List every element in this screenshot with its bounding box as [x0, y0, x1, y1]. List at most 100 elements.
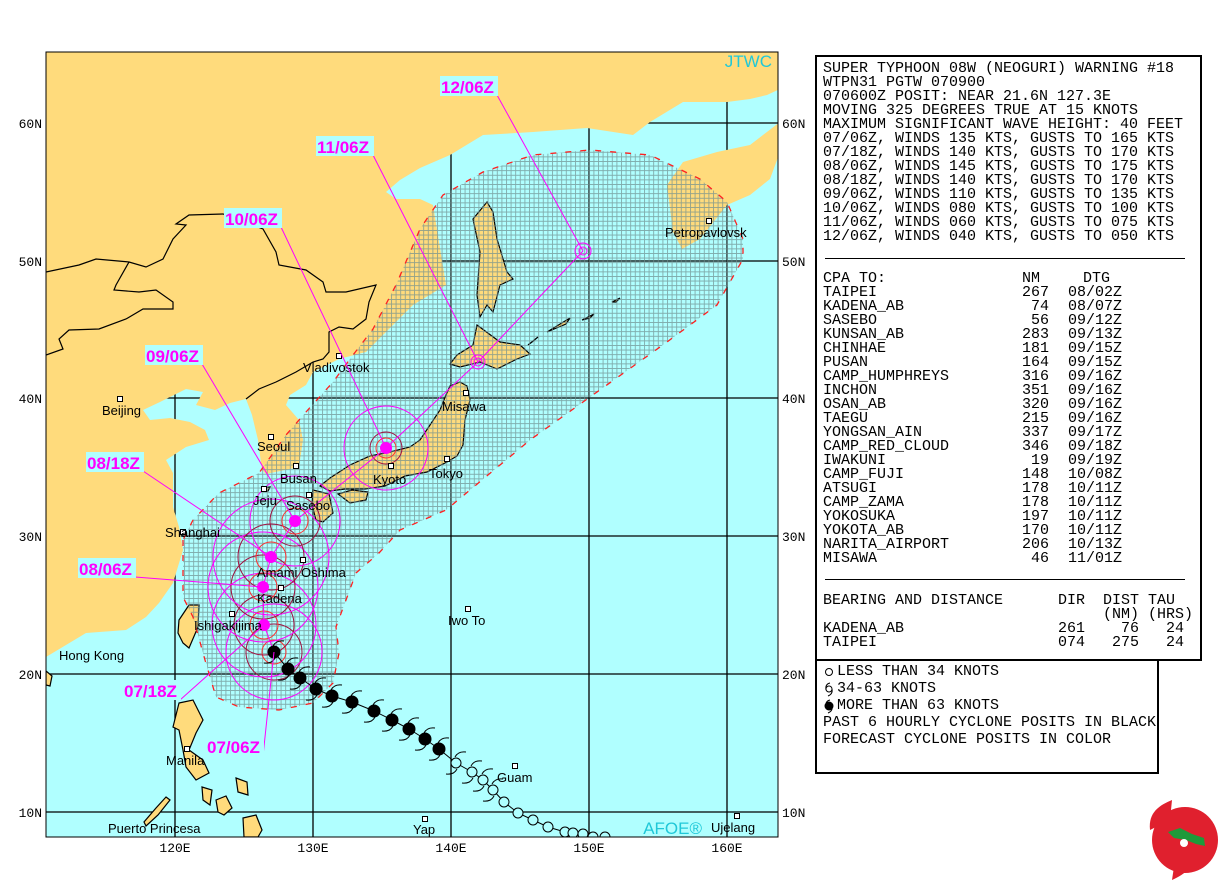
- place-label: Sasebo: [286, 498, 330, 513]
- forecast-intensity-line: 08/18Z, WINDS 140 KTS, GUSTS TO 170 KTS: [823, 172, 1175, 189]
- bearing-site: KADENA_AB: [823, 620, 905, 637]
- wind-radius-50kt: [369, 431, 403, 465]
- cpa-dtg: 08/02Z: [1068, 284, 1123, 301]
- place-label: Petropavlovsk: [665, 225, 747, 240]
- cpa-distance: 337: [1021, 424, 1049, 441]
- warning-line: SUPER TYPHOON 08W (NEOGURI) WARNING #18: [823, 60, 1175, 77]
- place-label: Manila: [166, 753, 205, 768]
- forecast-label-box: [440, 76, 498, 96]
- cpa-dtg: 10/11Z: [1068, 480, 1123, 497]
- logo-spiral-arm-top: [1149, 800, 1172, 830]
- cyclone-arm: [414, 744, 427, 751]
- legend-label: LESS THAN 34 KNOTS: [837, 663, 1000, 680]
- wind-radius-34kt: [343, 405, 429, 491]
- bearing-site: TAIPEI: [823, 634, 878, 651]
- forecast-intensity-line: 10/06Z, WINDS 080 KTS, GUSTS TO 100 KTS: [823, 200, 1175, 217]
- cpa-distance: 206: [1021, 536, 1049, 553]
- place-label: Beijing: [102, 403, 141, 418]
- cpa-site: YOKOSUKA: [823, 508, 896, 525]
- cyclone-arm: [482, 795, 495, 802]
- place-marker: [300, 557, 306, 563]
- cpa-site: IWAKUNI: [823, 452, 887, 469]
- place-marker: [422, 816, 428, 822]
- past-position-depression: [577, 828, 589, 837]
- cpa-dtg: 09/13Z: [1068, 326, 1123, 343]
- lat-label-left: 40N: [19, 392, 42, 407]
- forecast-label-leader: [280, 226, 387, 449]
- warning-line: WTPN31 PGTW 070900: [823, 74, 986, 91]
- lat-label-left: 20N: [19, 668, 42, 683]
- cpa-dtg: 09/16Z: [1068, 410, 1123, 427]
- forecast-label-box: [206, 736, 264, 756]
- place-marker: [184, 746, 190, 752]
- past-position-storm: [487, 784, 499, 796]
- forecast-label-box: [86, 452, 144, 472]
- forecast-intensity-line: 07/06Z, WINDS 135 KTS, GUSTS TO 165 KTS: [823, 130, 1175, 147]
- place-label: Iwo To: [448, 613, 485, 628]
- place-marker: [512, 763, 518, 769]
- cpa-header-nm: NM: [1022, 270, 1041, 287]
- bearing-distance: 76: [1120, 620, 1139, 637]
- place-marker: [261, 486, 267, 492]
- past-position-depression: [527, 814, 539, 826]
- cpa-site: KADENA_AB: [823, 298, 905, 315]
- lon-label: 160E: [711, 841, 742, 856]
- wind-radius-50kt: [233, 594, 295, 656]
- warning-panel: SUPER TYPHOON 08W (NEOGURI) WARNING #18 W…: [815, 55, 1202, 661]
- luzon: [172, 699, 210, 781]
- cpa-site: YONGSAN_AIN: [823, 424, 923, 441]
- past-track: [263, 640, 611, 837]
- past-position-typhoon: [402, 722, 416, 736]
- cyclone-arm: [289, 683, 302, 690]
- cyclone-arm: [277, 674, 290, 681]
- cpa-site: YOKOTA_AB: [823, 522, 905, 539]
- divider: [825, 579, 1185, 580]
- bearing-tau: 24: [1165, 634, 1184, 651]
- cyclone-arm: [445, 768, 458, 775]
- cyclone-arm: [272, 640, 285, 647]
- forecast-time-label: 12/06Z: [441, 78, 494, 97]
- cyclone-arm: [390, 708, 403, 715]
- lat-label-left: 50N: [19, 255, 42, 270]
- forecast-label-leader: [179, 624, 265, 701]
- cpa-dtg: 10/13Z: [1068, 536, 1123, 553]
- place-label: Amami Oshima: [257, 565, 347, 580]
- bearing-header-dist-unit: (NM): [1103, 606, 1140, 623]
- open-circle-icon: [825, 668, 833, 676]
- place-label: Busan: [280, 471, 317, 486]
- bearing-header-dir: DIR: [1058, 592, 1086, 609]
- forecast-label-leader: [142, 470, 272, 558]
- wind-radius-34kt: [225, 603, 323, 701]
- place-marker: [278, 585, 284, 591]
- cpa-dtg: 10/08Z: [1068, 466, 1123, 483]
- place-marker: [293, 463, 299, 469]
- cpa-distance: 178: [1021, 494, 1049, 511]
- wind-radius-64kt: [255, 541, 287, 573]
- warning-line: MOVING 325 DEGREES TRUE AT 15 KNOTS: [823, 102, 1139, 119]
- cpa-site: OSAN_AB: [823, 396, 887, 413]
- open-cyclone-icon: [825, 682, 833, 697]
- cpa-dtg: 09/15Z: [1068, 340, 1123, 357]
- cpa-distance: 178: [1021, 480, 1049, 497]
- cpa-site: CAMP_HUMPHREYS: [823, 368, 950, 385]
- place-label: Puerto Princesa: [108, 821, 201, 836]
- cyclone-arm: [321, 701, 334, 708]
- cpa-dtg: 09/12Z: [1068, 312, 1123, 329]
- cpa-distance: 164: [1021, 354, 1049, 371]
- cyclone-arm: [305, 694, 318, 701]
- place-label: Jeju: [253, 493, 277, 508]
- past-position-typhoon: [293, 671, 307, 685]
- jtwc-watermark: JTWC: [725, 52, 772, 71]
- forecast-danger-area: [182, 149, 744, 711]
- place-marker: [180, 529, 186, 535]
- cpa-dtg: 09/17Z: [1068, 424, 1123, 441]
- cpa-dtg: 09/16Z: [1068, 368, 1123, 385]
- forecast-time-label: 08/06Z: [79, 560, 132, 579]
- place-marker: [388, 463, 394, 469]
- cpa-distance: 181: [1021, 340, 1049, 357]
- past-position-depression: [542, 821, 554, 833]
- wind-radius-64kt: [281, 507, 309, 535]
- cyclone-arm: [381, 725, 394, 732]
- past-position-typhoon: [367, 704, 381, 718]
- hainan: [46, 670, 53, 687]
